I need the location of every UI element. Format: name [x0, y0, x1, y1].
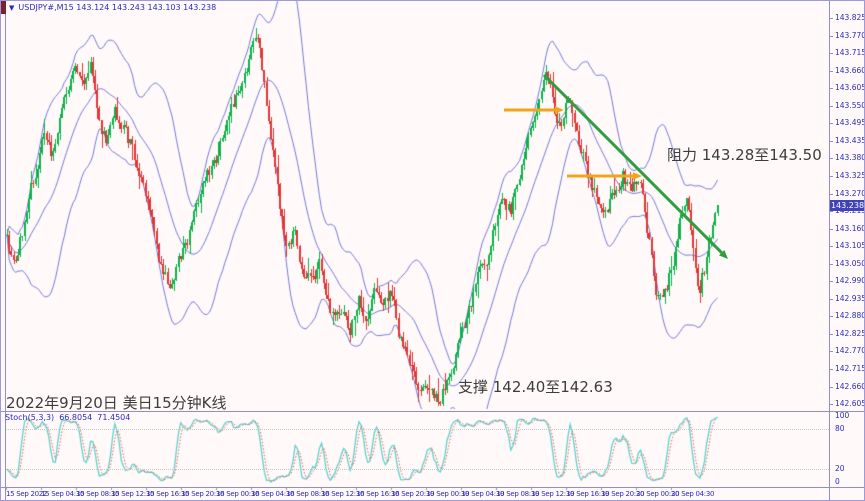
indicator-name: Stoch(5,3,3) [5, 413, 55, 422]
price-tick-label: 143.105 [828, 241, 865, 251]
time-tick-label: 15 Sep 04:30 [41, 490, 85, 498]
price-tick-label: 142.715 [828, 364, 865, 373]
symbol-title-overlay: ▼ USDJPY#,M15 143.124 143.243 143.103 14… [9, 3, 216, 12]
price-tick-label: 143.495 [828, 118, 865, 128]
time-tick-label: 20 Sep 00:30 [636, 490, 680, 498]
price-tick-label: 143.715 [828, 48, 865, 58]
indicator-signal-value: 71.4504 [97, 413, 131, 422]
indicator-label: Stoch(5,3,3) 66.8054 71.4504 [5, 413, 135, 422]
time-tick-label: 15 Sep 20:30 [181, 490, 225, 498]
time-tick-label: 19 Sep 04:30 [461, 490, 505, 498]
time-tick-label: 19 Sep 12:30 [531, 490, 575, 498]
price-tick-label: 143.825 [828, 13, 865, 22]
price-tick-label: 143.660 [828, 65, 865, 75]
resistance-label: 阻力 143.28至143.50 [667, 146, 822, 164]
indicator-main-value: 66.8054 [59, 413, 93, 422]
time-tick-label: 16 Sep 16:30 [356, 490, 400, 498]
collapse-chart-icon[interactable]: ▼ [9, 3, 15, 12]
indicator-level-label: 100 [835, 411, 850, 420]
price-tick-label: 143.770 [828, 30, 865, 40]
price-tick-label: 143.270 [828, 188, 865, 198]
time-tick-label: 19 Sep 00:30 [426, 490, 470, 498]
time-tick-label: 16 Sep 04:30 [251, 490, 295, 498]
main-indicator-separator[interactable] [1, 411, 864, 412]
time-tick-label: 15 Sep 08:30 [76, 490, 120, 498]
price-tick-label: 143.325 [828, 170, 865, 180]
time-tick-label: 20 Sep 04:30 [671, 490, 715, 498]
price-tick-label: 142.605 [828, 399, 865, 409]
current-price-badge: 143.238 [830, 200, 865, 211]
price-tick-label: 142.880 [828, 311, 865, 321]
date-label: 2022年9月20日 美日15分钟K线 [6, 394, 227, 412]
time-tick-label: 16 Sep 08:30 [286, 490, 330, 498]
time-tick-label: 15 Sep 12:30 [111, 490, 155, 498]
time-tick-label: 19 Sep 08:30 [496, 490, 540, 498]
symbol-ohlc-text: USDJPY#,M15 143.124 143.243 143.103 143.… [18, 3, 217, 12]
price-tick-label: 142.935 [828, 293, 865, 303]
price-tick-label: 142.660 [828, 381, 865, 391]
time-tick-label: 19 Sep 20:30 [601, 490, 645, 498]
price-tick-label: 143.160 [828, 223, 865, 233]
price-tick-label: 143.380 [828, 153, 865, 163]
indicator-level-label: 20 [835, 464, 845, 473]
price-tick-label: 142.770 [828, 346, 865, 356]
price-tick-label: 143.435 [828, 135, 865, 145]
price-tick-label: 143.050 [828, 258, 865, 268]
time-axis-divider [1, 487, 864, 488]
indicator-level-label: 0 [835, 477, 840, 486]
support-label: 支撑 142.40至142.63 [458, 378, 613, 396]
price-tick-label: 142.825 [828, 328, 865, 338]
time-tick-label: 15 Sep 2022 [6, 490, 48, 498]
stoch-level-80-line [6, 429, 829, 430]
price-tick-label: 143.605 [828, 83, 865, 93]
price-tick-label: 143.550 [828, 100, 865, 110]
time-tick-label: 19 Sep 16:30 [566, 490, 610, 498]
price-tick-label: 142.990 [828, 276, 865, 286]
time-tick-label: 16 Sep 20:30 [391, 490, 435, 498]
window-corner-marker [1, 1, 6, 14]
time-tick-label: 16 Sep 12:30 [321, 490, 365, 498]
indicator-level-label: 80 [835, 424, 845, 433]
stoch-level-20-line [6, 469, 829, 470]
left-frame-line [5, 1, 6, 500]
time-tick-label: 16 Sep 00:30 [216, 490, 260, 498]
price-axis-divider [829, 1, 830, 500]
time-tick-label: 15 Sep 16:30 [146, 490, 190, 498]
